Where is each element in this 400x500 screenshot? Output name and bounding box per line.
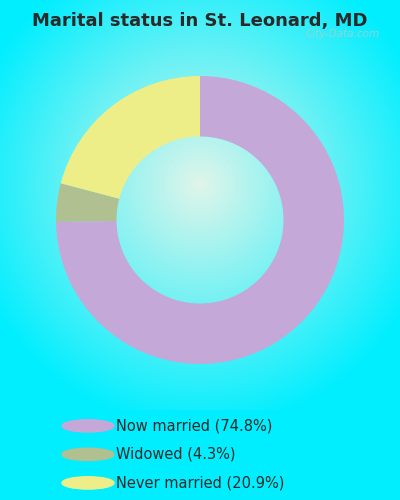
Text: Now married (74.8%): Now married (74.8%) — [116, 418, 272, 434]
Text: Never married (20.9%): Never married (20.9%) — [116, 476, 284, 490]
Wedge shape — [56, 184, 119, 222]
Wedge shape — [56, 76, 344, 364]
Circle shape — [62, 448, 114, 460]
Wedge shape — [61, 76, 200, 198]
Circle shape — [62, 420, 114, 432]
Circle shape — [62, 476, 114, 489]
Text: Widowed (4.3%): Widowed (4.3%) — [116, 447, 236, 462]
Text: Marital status in St. Leonard, MD: Marital status in St. Leonard, MD — [32, 12, 368, 30]
Text: City-Data.com: City-Data.com — [306, 28, 380, 38]
